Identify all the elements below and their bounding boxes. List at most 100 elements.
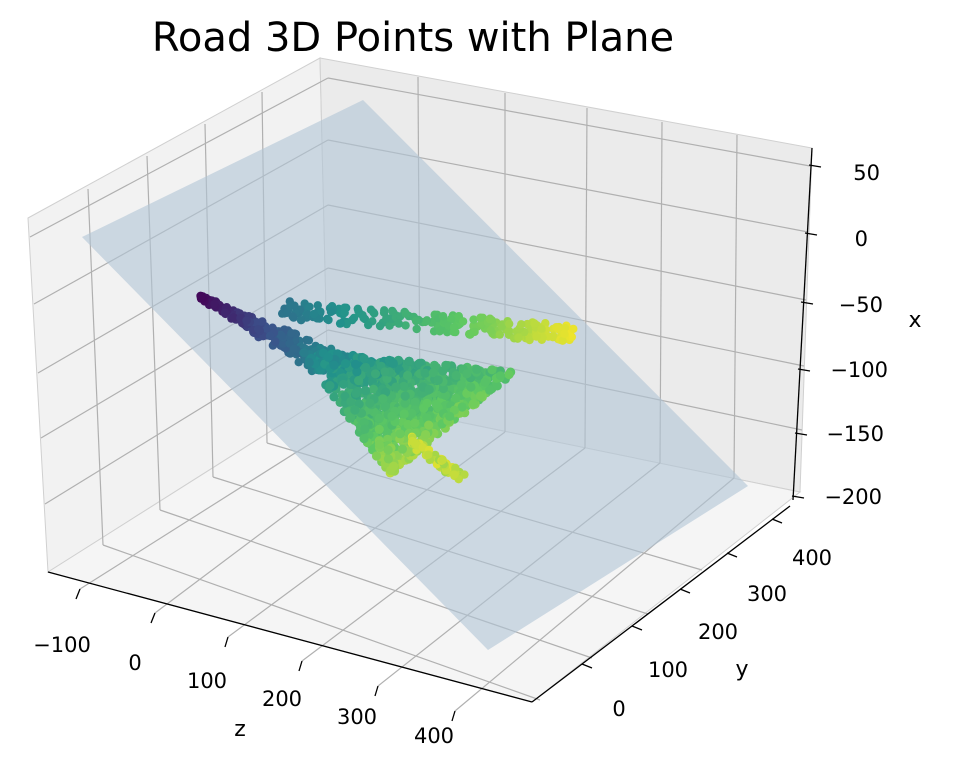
data-point bbox=[265, 331, 275, 341]
data-point bbox=[375, 321, 385, 331]
data-point bbox=[374, 413, 384, 423]
data-point bbox=[480, 377, 490, 387]
data-point bbox=[399, 381, 409, 391]
z-tick-mark bbox=[298, 660, 303, 672]
y-axis-label: y bbox=[735, 657, 748, 682]
data-point bbox=[352, 367, 362, 377]
data-point bbox=[354, 376, 364, 386]
data-point bbox=[304, 336, 314, 345]
data-point bbox=[403, 370, 413, 381]
data-point bbox=[305, 302, 314, 311]
data-point bbox=[210, 299, 219, 309]
data-point bbox=[359, 313, 368, 323]
y-tick-mark bbox=[771, 518, 783, 524]
data-point bbox=[296, 316, 306, 325]
x-tick-mark bbox=[797, 368, 811, 372]
data-point bbox=[340, 391, 350, 401]
z-tick-label: 100 bbox=[187, 669, 227, 693]
data-point bbox=[401, 309, 411, 318]
z-tick-labels: −100 0 100 200 300 400 bbox=[33, 633, 454, 748]
data-point bbox=[462, 369, 472, 379]
data-point bbox=[350, 405, 360, 415]
data-point bbox=[451, 370, 461, 381]
data-point bbox=[475, 391, 486, 401]
tick-marks bbox=[75, 164, 822, 722]
data-point bbox=[323, 352, 333, 362]
data-point bbox=[458, 317, 468, 326]
data-point bbox=[431, 399, 441, 409]
data-point bbox=[497, 322, 506, 331]
z-tick-mark bbox=[451, 710, 456, 722]
data-point bbox=[271, 337, 280, 346]
data-point bbox=[438, 383, 448, 394]
grid-line bbox=[102, 544, 541, 701]
data-point bbox=[456, 380, 466, 390]
data-point bbox=[288, 312, 297, 321]
data-point bbox=[435, 327, 444, 336]
data-point bbox=[401, 321, 410, 330]
data-point bbox=[443, 328, 452, 337]
data-point bbox=[353, 304, 362, 313]
x-tick-label: −200 bbox=[824, 485, 882, 509]
data-point bbox=[465, 330, 475, 339]
data-point bbox=[346, 412, 356, 422]
data-point bbox=[294, 358, 303, 367]
data-point bbox=[242, 316, 251, 325]
data-point bbox=[445, 411, 455, 421]
data-point bbox=[433, 375, 443, 385]
data-point bbox=[388, 358, 398, 368]
data-point bbox=[220, 308, 230, 317]
data-point bbox=[495, 330, 504, 339]
y-axis-line bbox=[531, 505, 791, 703]
data-point bbox=[537, 324, 546, 333]
x-tick-labels: −200 −150 −100 −50 0 50 bbox=[824, 161, 888, 509]
data-point bbox=[468, 399, 478, 409]
data-point bbox=[412, 324, 421, 334]
grid-line bbox=[733, 134, 738, 479]
data-point bbox=[421, 430, 431, 440]
data-point bbox=[492, 381, 502, 391]
data-point bbox=[421, 317, 430, 327]
data-point bbox=[254, 325, 263, 334]
data-point bbox=[359, 354, 369, 364]
data-point bbox=[408, 436, 417, 446]
data-point bbox=[277, 332, 287, 341]
y-tick-mark bbox=[726, 552, 738, 558]
data-point bbox=[395, 429, 405, 439]
data-point bbox=[278, 339, 288, 348]
data-point bbox=[329, 392, 339, 402]
y-tick-label: 200 bbox=[698, 620, 738, 644]
data-point bbox=[380, 367, 390, 377]
data-point bbox=[371, 451, 382, 461]
z-tick-label: 0 bbox=[128, 651, 141, 675]
data-point bbox=[370, 309, 379, 318]
y-tick-label: 400 bbox=[792, 546, 832, 570]
data-point bbox=[329, 360, 339, 370]
y-tick-mark bbox=[581, 663, 593, 669]
data-point bbox=[457, 402, 467, 412]
data-point bbox=[351, 359, 361, 369]
data-point bbox=[383, 445, 393, 455]
data-point bbox=[304, 357, 314, 368]
data-point bbox=[359, 434, 369, 444]
data-point bbox=[438, 312, 448, 321]
x-tick-label: 0 bbox=[855, 227, 868, 251]
x-tick-label: −150 bbox=[826, 422, 884, 446]
data-point bbox=[258, 317, 267, 326]
data-point bbox=[487, 365, 497, 375]
grid-line bbox=[327, 77, 811, 167]
data-point bbox=[407, 408, 417, 419]
z-tick-mark bbox=[224, 636, 229, 648]
data-point bbox=[486, 326, 495, 335]
data-point bbox=[560, 329, 569, 338]
z-tick-mark bbox=[150, 612, 156, 624]
chart-title: Road 3D Points with Plane bbox=[152, 15, 674, 61]
data-point bbox=[469, 315, 478, 324]
x-tick-mark bbox=[804, 232, 818, 236]
x-tick-mark bbox=[794, 432, 808, 436]
x-axis-line bbox=[792, 147, 813, 501]
data-point bbox=[339, 379, 349, 389]
data-point bbox=[289, 344, 298, 353]
data-point bbox=[476, 313, 485, 322]
y-tick-labels: 0 100 200 300 400 bbox=[612, 546, 832, 721]
